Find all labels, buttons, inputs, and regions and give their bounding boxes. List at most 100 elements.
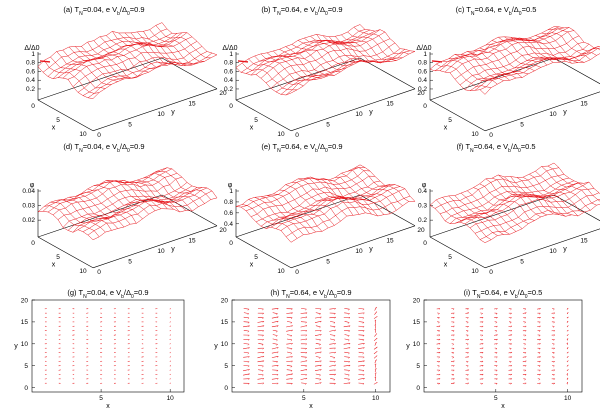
vector-arrow: [465, 369, 469, 371]
mesh-line: [62, 49, 118, 82]
z-axis-label: Δ/Δ0: [24, 45, 39, 52]
mesh-line: [328, 36, 384, 63]
y-tick-label: 20: [417, 90, 425, 97]
vector-arrow-head: [348, 370, 350, 372]
mesh-line: [347, 169, 403, 206]
y-tick-label: 5: [24, 363, 28, 370]
mesh-line: [242, 62, 298, 91]
vector-arrow: [257, 325, 265, 328]
vector-arrow-head: [481, 321, 484, 324]
vector-arrow: [169, 338, 171, 341]
y-tick-label: 15: [580, 237, 588, 244]
vector-arrow-head: [320, 365, 322, 367]
vector-arrow: [537, 325, 541, 327]
vector-arrow-head: [276, 370, 279, 372]
vector-arrow-head: [276, 365, 279, 367]
vector-arrow: [450, 325, 455, 327]
vector-arrow-head: [247, 330, 250, 333]
vector-arrow-head: [362, 339, 365, 342]
vector-arrow-head: [348, 382, 351, 385]
x-axis-label: x: [106, 403, 110, 410]
vector-arrow-head: [247, 313, 249, 315]
vector-arrow-head: [363, 378, 365, 380]
vector-arrow: [286, 369, 293, 371]
vector-arrow-head: [481, 330, 484, 333]
axis-edge: [92, 88, 218, 132]
mesh-line: [75, 46, 131, 79]
y-axis-label: y: [214, 343, 218, 350]
vector-arrow-head: [334, 343, 336, 345]
x-tick-label: 10: [79, 268, 87, 275]
axis-edge: [290, 88, 416, 132]
vector-arrow-head: [467, 374, 469, 376]
vector-arrow-head: [363, 312, 365, 315]
mesh-line: [118, 32, 174, 64]
mesh-line: [448, 57, 504, 81]
vector-arrow-head: [438, 370, 440, 372]
vector-arrow-head: [481, 383, 483, 385]
vector-arrow-head: [467, 369, 469, 372]
mesh-line: [485, 178, 541, 218]
vector-arrow-head: [276, 321, 279, 323]
vector-arrow: [314, 347, 322, 349]
mesh-line: [285, 184, 341, 222]
vector-arrow: [358, 365, 365, 367]
vector-arrow-head: [363, 347, 365, 349]
mesh-line: [516, 177, 572, 216]
axis-edge: [484, 228, 600, 269]
mesh-line: [328, 179, 385, 215]
vector-arrow-head: [276, 313, 278, 316]
vector-arrow-head: [566, 342, 568, 345]
vector-arrow-head: [334, 308, 336, 310]
mesh-line: [547, 165, 600, 202]
vector-arrow: [358, 360, 365, 363]
vector-arrow-head: [319, 313, 321, 316]
vector-arrow-head: [276, 331, 278, 333]
vector-arrow: [343, 364, 351, 367]
vector-arrow-head: [362, 352, 364, 355]
vector-arrow: [330, 356, 335, 358]
vector-arrow: [272, 334, 278, 336]
surface-marker: [237, 60, 249, 63]
mesh-line: [498, 36, 554, 63]
vector-arrow-head: [510, 369, 513, 372]
vector-arrow-head: [524, 334, 527, 337]
mesh-line: [297, 178, 354, 216]
vector-arrow-head: [348, 313, 350, 315]
y-tick-label: 20: [219, 90, 227, 97]
vector-arrow: [343, 347, 351, 350]
mesh-line: [57, 32, 183, 78]
vector-arrow-head: [291, 373, 293, 376]
axis-edge: [235, 99, 292, 132]
mesh-line: [460, 53, 517, 79]
vector-arrow-head: [305, 377, 308, 380]
vector-arrow: [300, 360, 308, 363]
vector-arrow-head: [539, 325, 541, 328]
vector-arrow-head: [348, 309, 350, 311]
mesh-line: [474, 192, 600, 234]
mesh-line: [235, 206, 292, 243]
vector-arrow-head: [291, 378, 293, 380]
vector-arrow-head: [524, 348, 526, 350]
mesh-line: [341, 172, 397, 211]
x-axis-label: x: [52, 124, 56, 131]
mesh-line: [81, 46, 137, 79]
vector-arrow-head: [567, 334, 569, 336]
vector-arrow-head: [305, 325, 308, 327]
y-tick-label: 15: [21, 319, 29, 326]
vector-arrow-head: [510, 313, 512, 315]
vector-arrow-head: [262, 374, 264, 377]
z-tick-label: 0.6: [224, 210, 233, 217]
z-axis-label: φ: [30, 182, 35, 189]
mesh-line: [304, 178, 360, 215]
vector-arrow-head: [319, 347, 322, 350]
vector-arrow-head: [348, 325, 351, 328]
x-axis-label: x: [309, 403, 313, 410]
y-tick-label: 0: [97, 132, 101, 139]
x-tick-label: 10: [277, 268, 285, 275]
axis-edge: [290, 225, 416, 269]
vector-arrow-head: [566, 338, 569, 340]
vector-arrow: [257, 321, 264, 323]
vector-arrow-head: [261, 344, 264, 346]
